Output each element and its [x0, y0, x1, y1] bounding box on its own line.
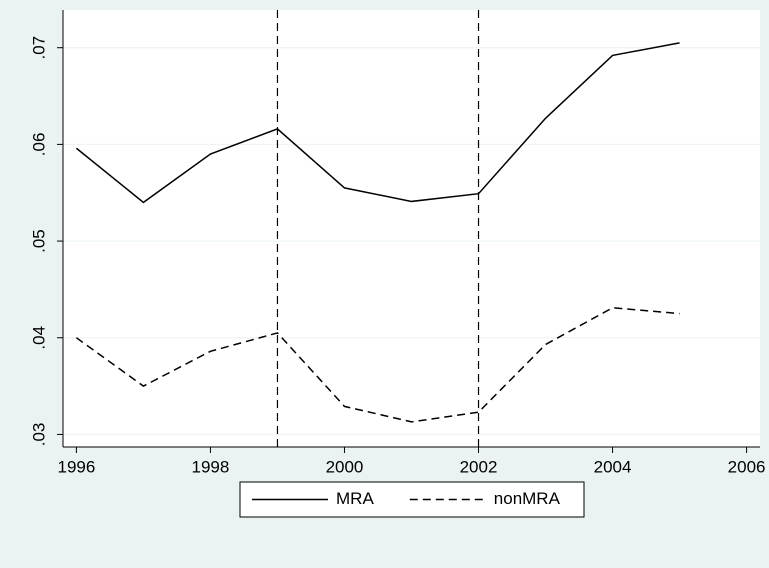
x-tick-label: 1996 [57, 457, 95, 476]
y-tick-label: .06 [29, 133, 48, 157]
y-tick-label: .05 [29, 229, 48, 253]
x-tick-label: 2000 [326, 457, 364, 476]
series-line [75, 42, 680, 204]
x-tick-label: 2002 [460, 457, 498, 476]
x-tick-label: 2004 [594, 457, 632, 476]
legend-label: nonMRA [494, 489, 561, 508]
x-tick-label: 1998 [192, 457, 230, 476]
y-tick-label: .03 [29, 423, 48, 447]
x-tick-label: 2006 [728, 457, 766, 476]
legend-label: MRA [336, 489, 374, 508]
series-line [75, 307, 680, 423]
y-tick-label: .07 [29, 36, 48, 60]
y-tick-label: .04 [29, 326, 48, 350]
plot-area [63, 10, 760, 447]
